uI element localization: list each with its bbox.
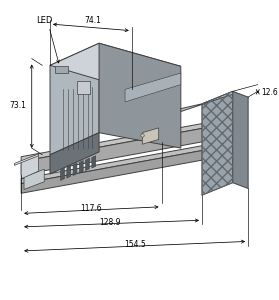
Bar xyxy=(77,81,90,94)
Text: 73.1: 73.1 xyxy=(9,101,26,110)
Polygon shape xyxy=(181,91,233,112)
Polygon shape xyxy=(73,163,77,176)
Polygon shape xyxy=(50,43,181,89)
Polygon shape xyxy=(99,43,181,148)
Text: 74.1: 74.1 xyxy=(84,16,101,25)
Polygon shape xyxy=(142,128,159,144)
Text: 154.5: 154.5 xyxy=(124,240,146,249)
Polygon shape xyxy=(21,123,205,161)
Polygon shape xyxy=(233,91,248,188)
Polygon shape xyxy=(125,73,181,102)
Text: 128.9: 128.9 xyxy=(99,218,121,227)
Text: LED: LED xyxy=(36,16,52,25)
Polygon shape xyxy=(92,156,96,168)
Polygon shape xyxy=(202,91,233,195)
Polygon shape xyxy=(79,160,83,173)
Polygon shape xyxy=(21,145,205,184)
Polygon shape xyxy=(21,150,205,193)
Bar xyxy=(55,66,68,73)
Text: 117.6: 117.6 xyxy=(81,203,102,212)
Polygon shape xyxy=(21,154,39,179)
Polygon shape xyxy=(50,133,99,174)
Text: 12.6: 12.6 xyxy=(262,88,278,97)
Polygon shape xyxy=(61,168,64,181)
Polygon shape xyxy=(21,128,205,175)
Polygon shape xyxy=(15,154,39,165)
Polygon shape xyxy=(67,166,71,178)
Polygon shape xyxy=(86,158,90,171)
Polygon shape xyxy=(24,169,44,189)
Polygon shape xyxy=(50,43,99,155)
